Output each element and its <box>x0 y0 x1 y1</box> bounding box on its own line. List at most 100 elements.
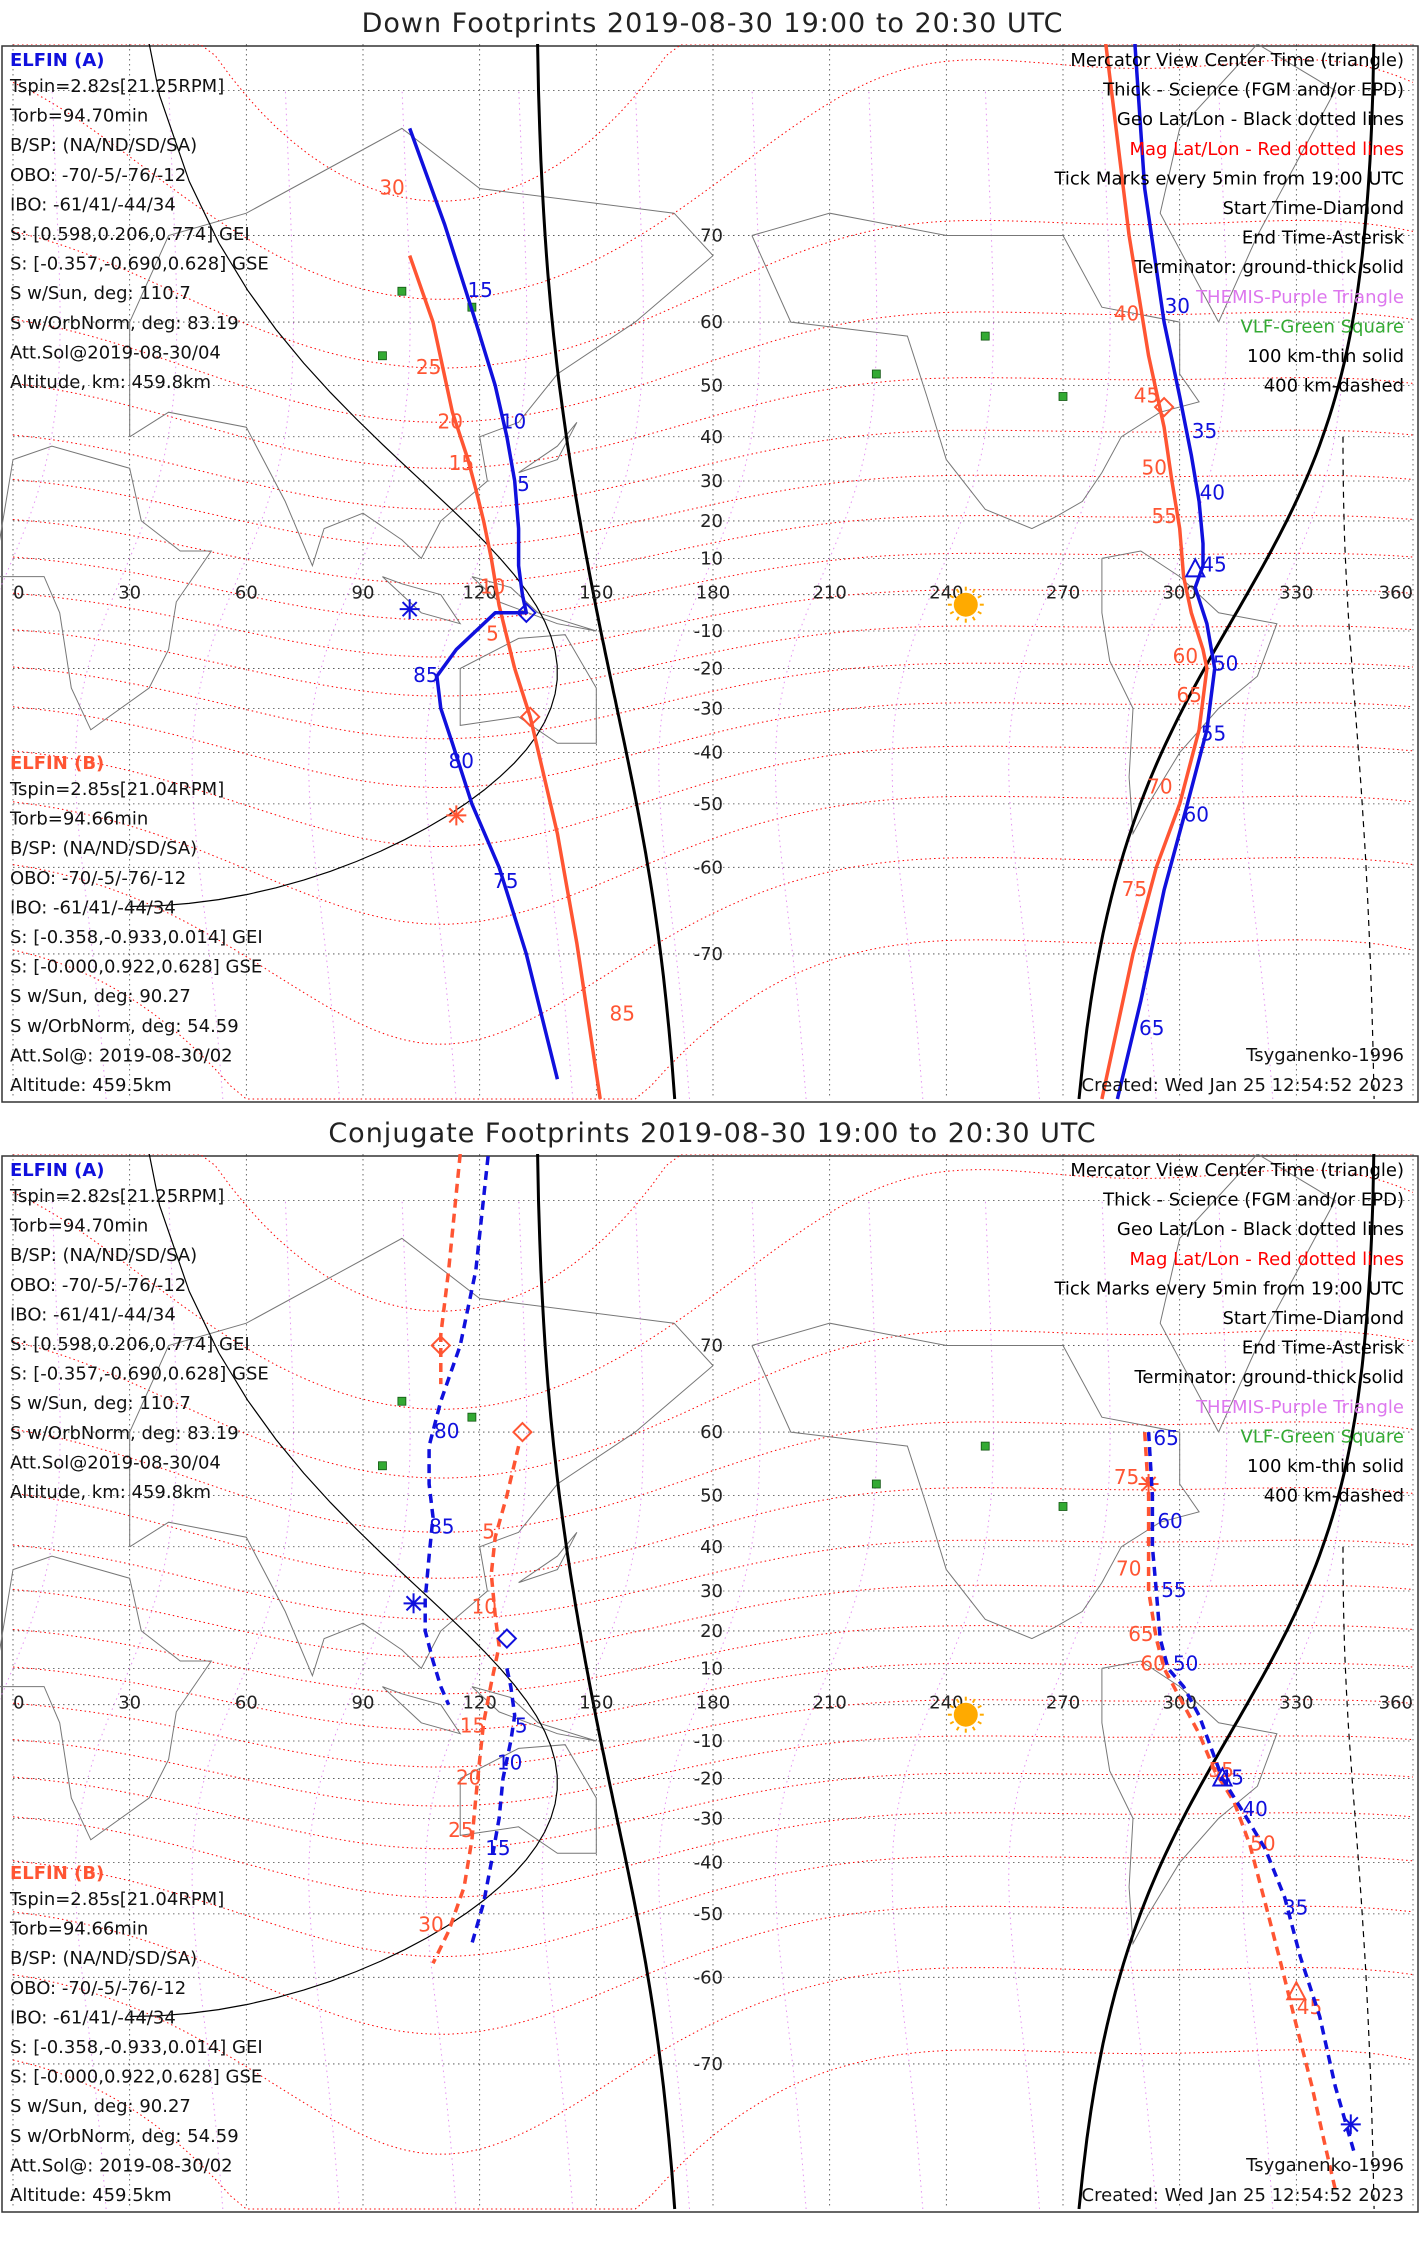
track-tick-label: 30 <box>1165 294 1190 318</box>
mag-meridian-line <box>1241 1200 1345 2210</box>
coastline <box>1159 44 1336 323</box>
mag-latitude-line <box>12 1905 1414 2035</box>
mag-meridian-line <box>541 90 645 1100</box>
conjugate-panel-title: Conjugate Footprints 2019-08-30 19:00 to… <box>328 1118 1097 1149</box>
lon-tick-label: 120 <box>462 1693 496 1714</box>
sun-ray <box>955 1698 960 1704</box>
track-tick-label: 30 <box>418 1912 443 1936</box>
track-tick-label: 70 <box>1147 775 1172 799</box>
coastline <box>1101 1660 1278 1946</box>
lon-tick-label: 270 <box>1046 583 1080 604</box>
track-tick-label: 25 <box>448 1818 473 1842</box>
legend-entry: Start Time-Diamond <box>1222 198 1404 219</box>
track-tick-label: 80 <box>434 1419 459 1443</box>
lon-tick-label: 30 <box>118 1693 141 1714</box>
elfin-b-info-line: Att.Sol@: 2019-08-30/02 <box>10 1045 233 1066</box>
coastline <box>0 1555 213 1841</box>
mag-latitude-line <box>12 219 1414 369</box>
ground-terminator <box>536 44 677 1100</box>
elfin-a-info-line: OBO: -70/-5/-76/-12 <box>10 165 186 186</box>
track-B2: 40 45 50 55 60 65 70 75 <box>1100 44 1209 1100</box>
mag-latitude-line <box>12 474 1414 548</box>
vlf-square-icon <box>1058 1502 1068 1511</box>
track-tick-label: 75 <box>1122 877 1147 901</box>
elfin-b-info-line: Torb=94.66min <box>9 1919 148 1940</box>
legend-entry: THEMIS-Purple Triangle <box>1195 287 1404 308</box>
mag-meridian-line <box>658 90 761 1100</box>
track-tick-label: 45 <box>1201 553 1226 577</box>
elfin-a-info-line: S: [0.598,0.206,0.774] GEI <box>10 1334 250 1355</box>
asterisk-stroke <box>448 807 465 824</box>
elfin-b-name: ELFIN (B) <box>10 1863 104 1884</box>
sun-ray <box>977 1720 982 1725</box>
lat-tick-label: -40 <box>694 1853 723 1874</box>
legend-entry: THEMIS-Purple Triangle <box>1195 1397 1404 1418</box>
elfin-a-name: ELFIN (A) <box>10 50 104 71</box>
center-triangle-icon <box>1211 1766 1234 1787</box>
legend-entry: Mercator View Center Time (triangle) <box>1070 50 1404 71</box>
track-tick-label: 65 <box>1177 683 1202 707</box>
legend-entry: Mag Lat/Lon - Red dotted lines <box>1129 139 1404 160</box>
track-tick-label: 65 <box>1128 1622 1153 1646</box>
elfin-b-info-line: Tspin=2.85s[21.04RPM] <box>9 779 224 800</box>
mag-latitude-line <box>12 745 1414 847</box>
track-tick-label: 35 <box>1283 1895 1308 1919</box>
track-tick-label: 45 <box>1134 383 1159 407</box>
coastline <box>751 212 1200 530</box>
mag-latitude-line <box>12 1421 1414 1533</box>
elfin-b-info-line: IBO: -61/41/-44/34 <box>10 897 176 918</box>
terminators <box>129 1154 1376 2210</box>
vlf-square-icon <box>467 1412 477 1422</box>
track-tick-label: 20 <box>438 409 463 433</box>
coastline <box>471 1686 597 1742</box>
track-tick-label: 50 <box>1173 1652 1198 1676</box>
lon-tick-label: 60 <box>235 583 258 604</box>
sun-ray <box>955 1726 960 1731</box>
track-Bdash <box>430 1154 462 1385</box>
lat-tick-label: -50 <box>694 794 723 815</box>
lon-tick-label: 300 <box>1162 583 1196 604</box>
track-tick-label: 60 <box>1184 802 1209 826</box>
sun-icon <box>947 1696 984 1733</box>
terminator-400km <box>1342 1546 1375 2210</box>
elfin-a-info-line: B/SP: (NA/ND/SD/SA) <box>10 1245 197 1266</box>
lat-tick-label: 60 <box>700 1422 723 1443</box>
elfin-b-info: ELFIN (B) Tspin=2.85s[21.04RPM] Torb=94.66… <box>9 753 263 1096</box>
track-tick-label: 10 <box>501 409 526 433</box>
sun-ray <box>949 610 955 615</box>
coastline <box>129 127 714 568</box>
track-tick-label: 5 <box>486 622 499 646</box>
coastline <box>382 576 462 625</box>
elfin-b-info-line: S: [-0.000,0.922,0.628] GSE <box>10 957 262 978</box>
footprint-track <box>470 1668 517 1945</box>
track-tick-label: 10 <box>480 574 505 598</box>
elfin-a-info: ELFIN (A) Tspin=2.82s[21.25RPM] Torb=94.70… <box>9 1160 269 1503</box>
elfin-b-info-line: S: [-0.358,-0.933,0.014] GEI <box>10 2037 263 2058</box>
vlf-square-icon <box>1058 392 1068 401</box>
lon-tick-label: 60 <box>235 1693 258 1714</box>
end-asterisk-icon <box>399 599 420 620</box>
track-tick-label: 10 <box>497 1750 522 1774</box>
elfin-a-info-line: Att.Sol@2019-08-30/04 <box>10 1452 221 1473</box>
lat-tick-label: 70 <box>700 1335 723 1356</box>
mag-latitude-line <box>12 662 1414 740</box>
legend-entry: Start Time-Diamond <box>1222 1308 1404 1329</box>
lon-tick-label: 270 <box>1046 1693 1080 1714</box>
footprint-track <box>1146 1431 1357 2155</box>
elfin-a-info-line: S: [-0.357,-0.690,0.628] GSE <box>10 254 269 275</box>
coastlines <box>0 44 1336 836</box>
end-asterisk-icon <box>446 805 467 826</box>
model-label: Tsyganenko-1996 <box>1245 1045 1404 1066</box>
elfin-a-info-line: IBO: -61/41/-44/34 <box>10 194 176 215</box>
vlf-square-icon <box>871 369 881 379</box>
mag-latitude-line <box>13 1154 1413 1312</box>
legend-entry: VLF-Green Square <box>1241 316 1404 337</box>
track-tick-label: 5 <box>517 472 530 496</box>
mag-meridian-line <box>1008 1200 1111 2210</box>
lat-tick-label: -30 <box>694 1808 723 1829</box>
track-tick-label: 50 <box>1142 455 1167 479</box>
elfin-a-info-line: Torb=94.70min <box>9 106 148 127</box>
legend-entry: Tick Marks every 5min from 19:00 UTC <box>1053 1278 1404 1299</box>
conjugate-footprints-map: 0 30 60 90 120 150 180 210 240 270 300 330 360 70 60 50… <box>0 1154 1419 2213</box>
track-tick-label: 60 <box>1140 1652 1165 1676</box>
